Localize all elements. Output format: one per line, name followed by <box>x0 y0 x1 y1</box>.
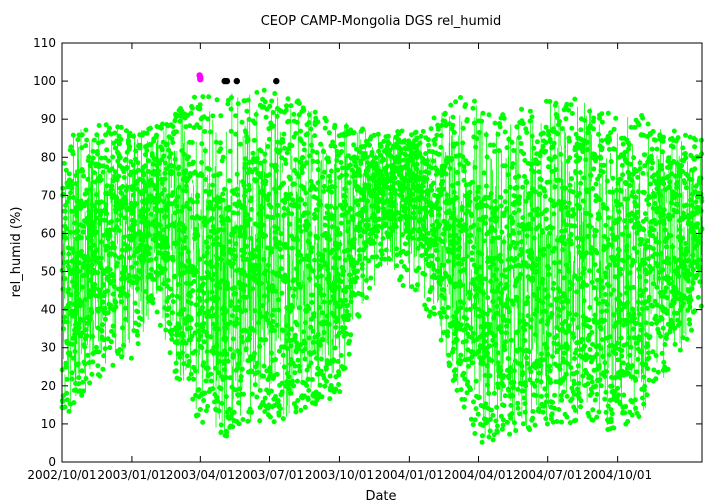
y-axis: 0 10 20 30 40 50 60 70 80 90 100 110 <box>33 36 702 469</box>
flagged-point-black <box>223 77 231 85</box>
y-tick-label: 10 <box>41 417 56 431</box>
y-tick-label: 30 <box>41 341 56 355</box>
chart-title: CEOP CAMP-Mongolia DGS rel_humid <box>261 14 502 29</box>
x-tick-label: 2003/10/01 <box>305 468 374 482</box>
y-tick-label: 40 <box>41 303 56 317</box>
x-tick-label: 2003/04/01 <box>166 468 235 482</box>
flagged-points-layer <box>196 72 280 85</box>
y-tick-label: 60 <box>41 226 56 240</box>
plot-frame <box>61 42 703 463</box>
flagged-point-black <box>233 77 240 85</box>
x-tick-label: 2004/01/01 <box>375 468 444 482</box>
y-axis-title: rel_humid (%) <box>9 207 24 298</box>
y-tick-label: 110 <box>33 36 56 50</box>
x-tick-label: 2004/10/01 <box>583 468 652 482</box>
y-tick-label: 80 <box>41 150 56 164</box>
x-tick-label: 2004/04/01 <box>444 468 513 482</box>
y-tick-label: 50 <box>41 265 56 279</box>
y-tick-label: 0 <box>48 455 56 469</box>
y-tick-label: 100 <box>33 74 56 88</box>
x-axis: 2002/10/01 2003/01/01 2003/04/01 2003/07/01… <box>27 43 652 482</box>
flagged-point-black <box>273 77 280 85</box>
x-tick-label: 2002/10/01 <box>27 468 96 482</box>
x-tick-label: 2004/07/01 <box>513 468 582 482</box>
y-tick-label: 70 <box>41 188 56 202</box>
x-tick-label: 2003/07/01 <box>235 468 304 482</box>
data-points-layer <box>59 87 705 445</box>
y-tick-label: 90 <box>41 112 56 126</box>
y-tick-label: 20 <box>41 379 56 393</box>
flagged-point-magenta <box>197 74 204 81</box>
x-tick-label: 2003/01/01 <box>97 468 166 482</box>
x-axis-title: Date <box>365 489 396 504</box>
